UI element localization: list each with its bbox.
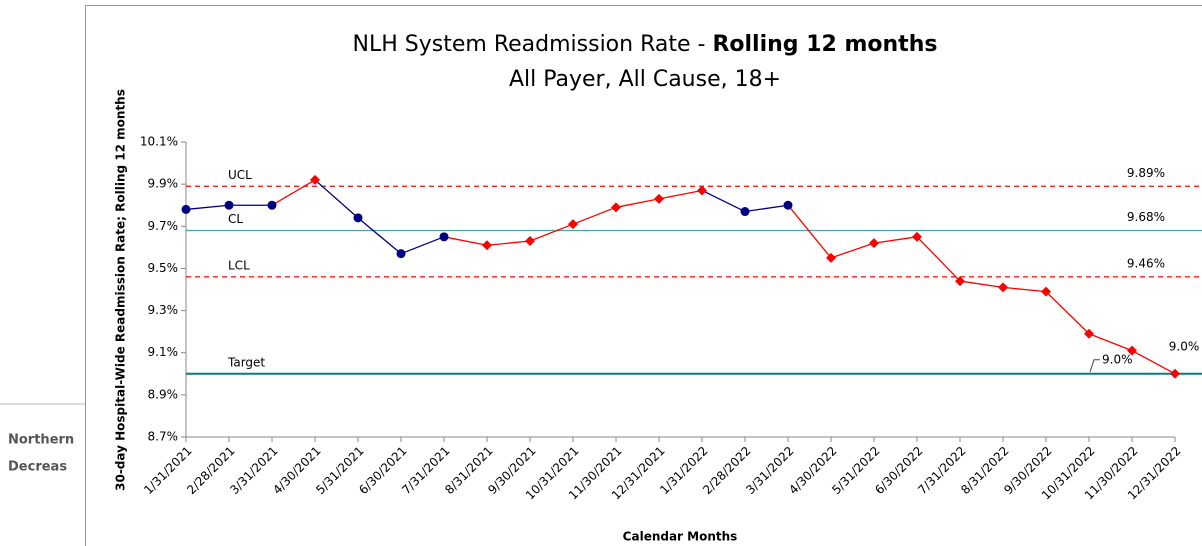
data-point	[310, 174, 320, 185]
chart-subtitle: All Payer, All Cause, 18+	[509, 67, 781, 92]
line-segment	[1002, 286, 1047, 293]
data-point	[697, 185, 707, 196]
reference-value: 9.0%	[1102, 352, 1133, 366]
data-point	[1084, 328, 1094, 339]
data-point	[181, 204, 191, 214]
line-segment	[701, 189, 746, 213]
callout-leader	[1089, 359, 1100, 372]
line-segment	[486, 240, 531, 246]
side-text: Decreas	[8, 460, 67, 475]
line-segment	[916, 236, 961, 282]
data-point	[439, 232, 449, 242]
data-point	[353, 213, 363, 223]
line-segment	[572, 206, 617, 225]
y-tick-label: 9.7%	[148, 219, 179, 233]
y-tick-label: 8.7%	[148, 430, 179, 444]
data-point	[912, 231, 922, 242]
y-tick-label: 9.9%	[148, 177, 179, 191]
data-point	[482, 240, 492, 251]
line-segment	[529, 223, 574, 242]
line-segment	[615, 198, 660, 208]
y-axis-title: 30-day Hospital-Wide Readmission Rate; R…	[114, 89, 128, 491]
line-segment	[357, 217, 402, 255]
data-label: 9.0%	[1169, 339, 1200, 353]
line-segment	[744, 204, 789, 213]
data-point	[826, 252, 836, 263]
line-segment	[400, 236, 445, 255]
line-segment	[658, 189, 703, 200]
chart-title: NLH System Readmission Rate - Rolling 12…	[353, 32, 938, 57]
line-segment	[271, 179, 316, 206]
data-point	[998, 282, 1008, 293]
line-segment	[185, 204, 230, 211]
data-point	[525, 236, 535, 247]
data-point	[611, 202, 621, 213]
y-tick-label: 8.9%	[148, 387, 179, 401]
x-axis-title: Calendar Months	[623, 530, 738, 544]
data-point	[1170, 368, 1180, 379]
reference-name: LCL	[228, 258, 250, 272]
line-segment	[830, 242, 875, 259]
side-text: Northern	[8, 433, 74, 448]
y-tick-label: 9.3%	[148, 303, 179, 317]
chart-panel	[85, 5, 1202, 546]
reference-value: 9.46%	[1127, 256, 1165, 270]
data-point	[955, 276, 965, 287]
reference-value: 9.89%	[1127, 166, 1165, 180]
y-tick-label: 10.1%	[140, 135, 178, 149]
reference-value: 9.68%	[1127, 210, 1165, 224]
line-segment	[1045, 291, 1090, 335]
line-segment	[787, 204, 832, 259]
line-segment	[873, 236, 918, 244]
data-point	[740, 207, 750, 217]
data-point	[654, 193, 664, 204]
title-bold: Rolling 12 months	[712, 32, 937, 57]
data-point	[267, 200, 277, 210]
reference-name: CL	[228, 212, 243, 226]
line-segment	[314, 179, 359, 219]
data-point	[224, 200, 234, 210]
data-point	[869, 238, 879, 249]
data-point	[1127, 345, 1137, 356]
line-segment	[1131, 350, 1176, 375]
data-point	[568, 219, 578, 230]
y-tick-label: 9.1%	[148, 345, 179, 359]
data-point	[396, 249, 406, 259]
y-tick-label: 9.5%	[148, 261, 179, 275]
line-segment	[959, 280, 1004, 289]
line-segment	[443, 236, 488, 246]
data-point	[783, 200, 793, 210]
title-part: NLH System Readmission Rate -	[353, 32, 713, 57]
reference-name: Target	[227, 355, 265, 369]
reference-name: UCL	[228, 168, 252, 182]
data-point	[1041, 286, 1051, 297]
line-segment	[1088, 333, 1133, 352]
